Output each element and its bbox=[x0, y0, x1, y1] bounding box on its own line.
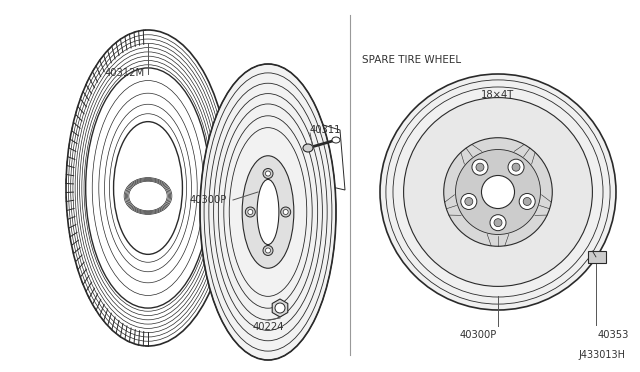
Ellipse shape bbox=[248, 209, 253, 215]
Ellipse shape bbox=[66, 30, 230, 346]
Ellipse shape bbox=[263, 246, 273, 256]
Polygon shape bbox=[280, 115, 345, 190]
Ellipse shape bbox=[481, 176, 515, 209]
Ellipse shape bbox=[444, 138, 552, 246]
Ellipse shape bbox=[508, 159, 524, 175]
Text: SPARE TIRE WHEEL: SPARE TIRE WHEEL bbox=[362, 55, 461, 65]
Ellipse shape bbox=[263, 169, 273, 179]
Ellipse shape bbox=[465, 198, 473, 205]
Ellipse shape bbox=[113, 122, 182, 254]
Text: 40300P: 40300P bbox=[190, 195, 227, 205]
Ellipse shape bbox=[490, 215, 506, 231]
Ellipse shape bbox=[242, 156, 294, 268]
Ellipse shape bbox=[519, 193, 535, 209]
Ellipse shape bbox=[200, 64, 336, 360]
Text: 40353: 40353 bbox=[598, 330, 629, 340]
Text: 18×4T: 18×4T bbox=[481, 90, 515, 100]
Ellipse shape bbox=[283, 209, 288, 215]
Ellipse shape bbox=[332, 137, 340, 143]
Text: J433013H: J433013H bbox=[578, 350, 625, 360]
Ellipse shape bbox=[66, 30, 230, 346]
Ellipse shape bbox=[266, 248, 271, 253]
Ellipse shape bbox=[303, 144, 313, 152]
Ellipse shape bbox=[476, 163, 484, 171]
Ellipse shape bbox=[456, 150, 540, 234]
Text: 40300P: 40300P bbox=[460, 330, 497, 340]
Ellipse shape bbox=[404, 97, 593, 286]
Ellipse shape bbox=[257, 179, 279, 244]
Text: 40312M: 40312M bbox=[105, 68, 145, 78]
Ellipse shape bbox=[266, 171, 271, 176]
Polygon shape bbox=[272, 299, 288, 317]
Ellipse shape bbox=[380, 74, 616, 310]
Ellipse shape bbox=[86, 68, 211, 308]
Ellipse shape bbox=[523, 198, 531, 205]
Ellipse shape bbox=[245, 207, 255, 217]
Text: 40311: 40311 bbox=[310, 125, 342, 135]
Ellipse shape bbox=[281, 207, 291, 217]
Ellipse shape bbox=[494, 219, 502, 227]
Ellipse shape bbox=[275, 303, 285, 313]
Text: 40224: 40224 bbox=[252, 322, 284, 332]
Ellipse shape bbox=[512, 163, 520, 171]
FancyBboxPatch shape bbox=[588, 251, 606, 263]
Ellipse shape bbox=[461, 193, 477, 209]
Ellipse shape bbox=[472, 159, 488, 175]
